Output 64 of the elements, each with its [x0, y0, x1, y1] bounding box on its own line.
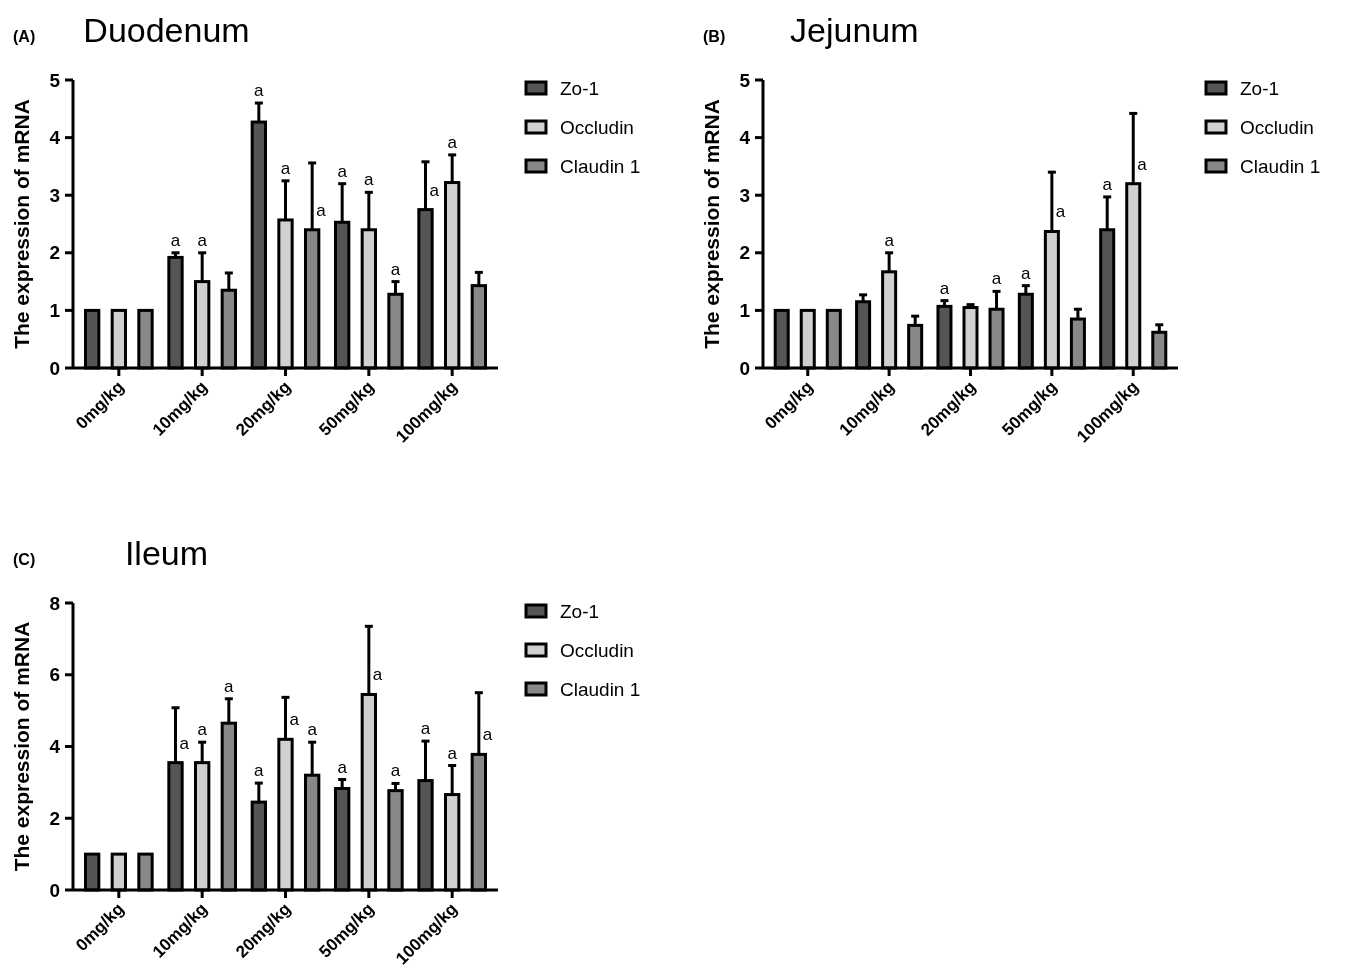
data-label: a	[1102, 174, 1113, 194]
data-label: a	[254, 761, 265, 781]
y-tick-label: 5	[739, 69, 751, 91]
data-label: a	[447, 743, 458, 763]
data-label: a	[337, 161, 348, 181]
chart-title: Ileum	[124, 534, 209, 572]
data-label: a	[429, 180, 440, 200]
text: (B)	[703, 28, 726, 45]
y-tick-label: 2	[49, 807, 60, 829]
data-label: a	[884, 230, 895, 250]
y-tick-label: 5	[49, 69, 61, 91]
data-label: a	[372, 665, 383, 685]
data-label: a	[991, 269, 1002, 289]
legend-label: Zo-1	[560, 600, 600, 622]
data-label: a	[390, 761, 401, 781]
legend-label: Claudin 1	[560, 155, 641, 177]
text: (A)	[13, 28, 36, 45]
y-tick-label: 2	[49, 242, 60, 264]
y-tick-label: 4	[49, 736, 61, 758]
y-tick-label: 0	[49, 357, 60, 379]
y-tick-label: 4	[49, 127, 61, 149]
data-label: a	[447, 132, 458, 152]
data-label: a	[307, 720, 318, 740]
legend-label: Claudin 1	[560, 678, 641, 700]
chart-title: Jejunum	[790, 11, 919, 49]
data-label: a	[316, 200, 327, 220]
y-tick-label: 8	[49, 592, 60, 614]
legend-label: Claudin 1	[1240, 155, 1321, 177]
data-label: a	[254, 81, 265, 101]
y-tick-label: 3	[739, 184, 750, 206]
data-label: a	[939, 278, 950, 298]
y-tick-label: 0	[49, 879, 60, 901]
data-label: a	[1055, 202, 1066, 222]
y-tick-label: 4	[739, 127, 751, 149]
data-label: a	[390, 259, 401, 279]
y-axis-title: The expression of mRNA	[10, 621, 33, 872]
chart-title: Duodenum	[83, 11, 250, 49]
y-tick-label: 3	[49, 184, 60, 206]
y-tick-label: 6	[49, 664, 60, 686]
y-tick-label: 1	[739, 300, 751, 322]
text: (C)	[13, 551, 36, 568]
data-label: a	[420, 719, 431, 739]
data-label: a	[1137, 154, 1148, 174]
legend-label: Occludin	[560, 116, 634, 138]
y-axis-title: The expression of mRNA	[10, 99, 33, 349]
data-label: a	[170, 230, 181, 250]
data-label: a	[1021, 263, 1032, 283]
data-label: a	[364, 170, 375, 190]
y-tick-label: 1	[49, 300, 61, 322]
data-label: a	[197, 720, 208, 740]
y-tick-label: 2	[739, 242, 750, 264]
legend-label: Occludin	[560, 639, 634, 661]
y-tick-label: 0	[739, 357, 750, 379]
data-label: a	[289, 710, 300, 730]
legend-label: Zo-1	[560, 77, 600, 99]
data-label: a	[337, 757, 348, 777]
legend-label: Zo-1	[1240, 77, 1280, 99]
data-label: a	[197, 230, 208, 250]
data-label: a	[179, 733, 190, 753]
data-label: a	[482, 725, 493, 745]
data-label: a	[280, 158, 291, 178]
data-label: a	[224, 676, 235, 696]
legend-label: Occludin	[1240, 116, 1314, 138]
y-axis-title: The expression of mRNA	[700, 99, 723, 349]
